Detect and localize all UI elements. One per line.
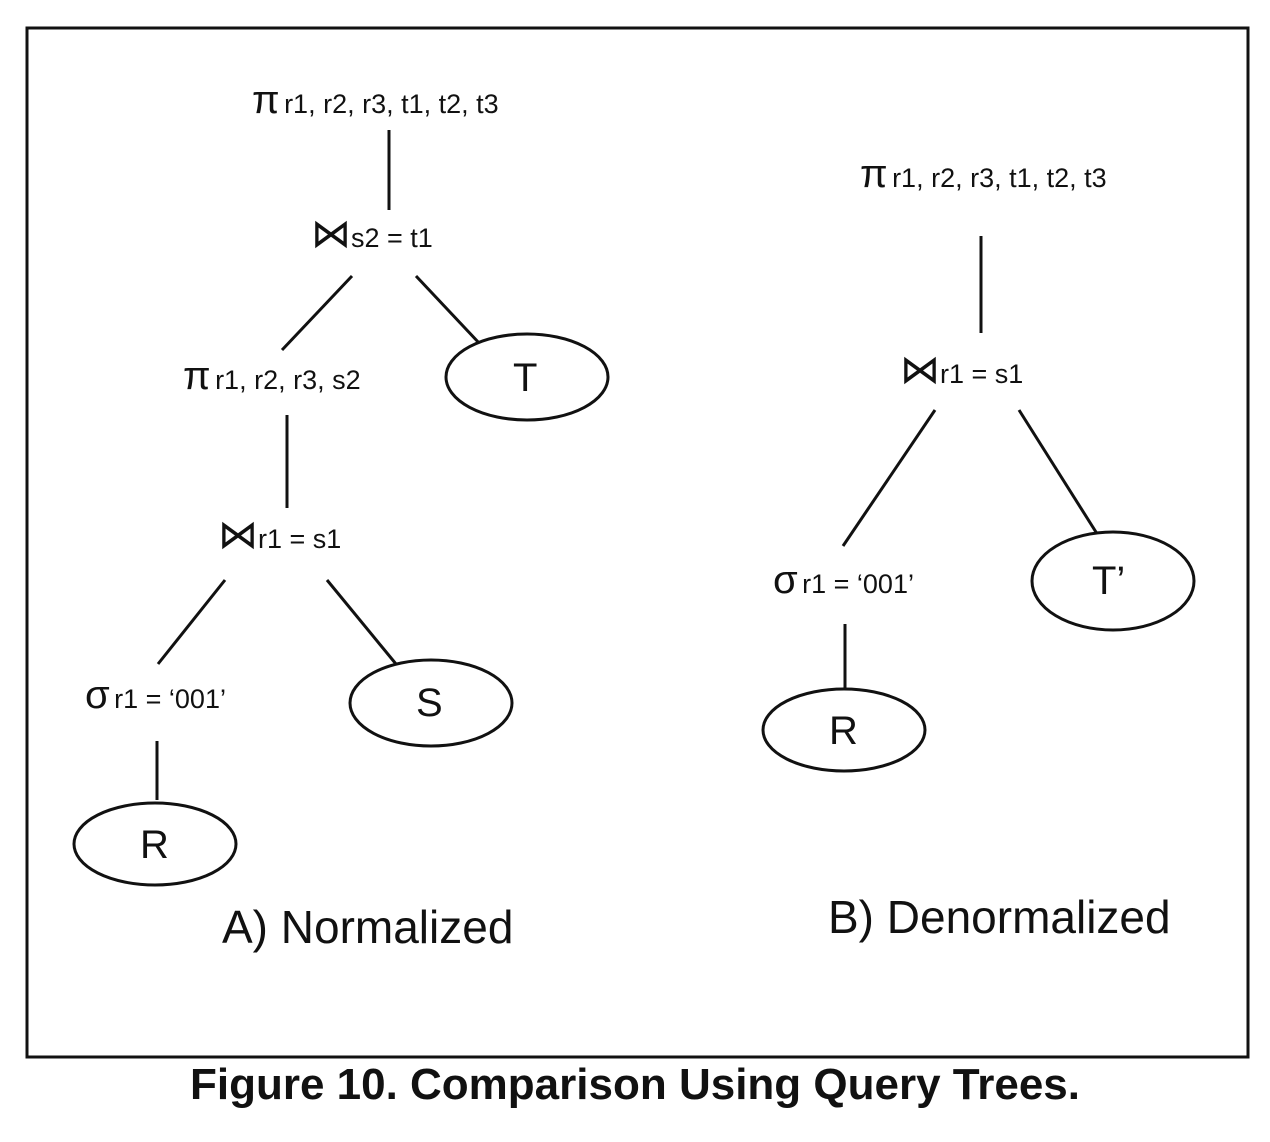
edge-a-join-t <box>414 274 482 346</box>
relation-s-label: S <box>416 681 443 725</box>
projection-a-inner: π r1, r2, r3, s2 <box>183 356 361 396</box>
relation-t-label: T <box>513 356 538 400</box>
caption-denormalized: B) Denormalized <box>828 891 1171 943</box>
projection-attributes: r1, r2, r3, t1, t2, t3 <box>892 163 1107 193</box>
selection-a: σ r1 = ‘001’ <box>85 675 226 715</box>
join-b: ⋈r1 = s1 <box>900 350 1023 390</box>
edge-a-join2-s <box>325 579 398 665</box>
relation-s-node <box>348 658 514 748</box>
projection-a-root: π r1, r2, r3, t1, t2, t3 <box>252 80 499 120</box>
relation-r-node-b <box>761 687 927 773</box>
relation-t-prime-node <box>1030 530 1196 632</box>
projection-attributes: r1, r2, r3, s2 <box>215 365 361 395</box>
selection-condition: r1 = ‘001’ <box>114 684 226 714</box>
edge-a-join-projection <box>280 274 354 352</box>
relation-t-node <box>444 332 610 422</box>
projection-b-root: π r1, r2, r3, t1, t2, t3 <box>860 154 1107 194</box>
join-symbol: ⋈ <box>311 212 351 256</box>
projection-symbol: π <box>183 354 211 398</box>
projection-attributes: r1, r2, r3, t1, t2, t3 <box>284 89 499 119</box>
relation-r-node <box>72 801 238 887</box>
relation-t-prime-label: T’ <box>1092 559 1126 603</box>
join-condition: r1 = s1 <box>940 359 1024 389</box>
edge-b-join-selection <box>841 409 937 547</box>
join-a-top: ⋈s2 = t1 <box>311 214 433 254</box>
relation-r-label: R <box>140 823 169 867</box>
join-symbol: ⋈ <box>218 513 258 557</box>
join-symbol: ⋈ <box>900 348 940 392</box>
selection-b: σ r1 = ‘001’ <box>773 560 914 600</box>
selection-condition: r1 = ‘001’ <box>802 569 914 599</box>
join-condition: s2 = t1 <box>351 223 433 253</box>
edge-a-join2-selection <box>156 579 227 665</box>
selection-symbol: σ <box>773 558 798 602</box>
relation-r-label-b: R <box>829 709 858 753</box>
selection-symbol: σ <box>85 673 110 717</box>
join-condition: r1 = s1 <box>258 524 342 554</box>
figure-caption: Figure 10. Comparison Using Query Trees. <box>189 1060 1081 1109</box>
figure-frame <box>25 26 1250 1059</box>
join-a-inner: ⋈r1 = s1 <box>218 515 341 555</box>
caption-normalized: A) Normalized <box>222 901 514 953</box>
projection-symbol: π <box>860 152 888 196</box>
projection-symbol: π <box>252 78 280 122</box>
edge-b-join-t <box>1017 409 1103 541</box>
